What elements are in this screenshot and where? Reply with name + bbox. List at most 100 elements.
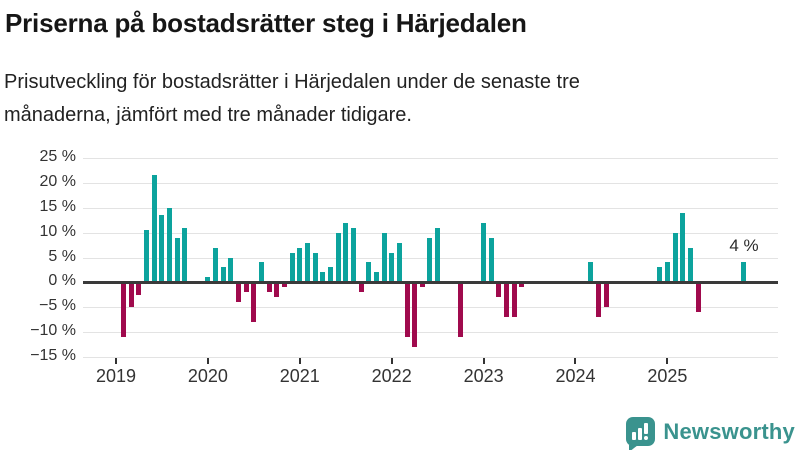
- x-axis-tick: [390, 358, 393, 364]
- y-axis-label: 0 %: [48, 272, 76, 290]
- bar-2024-03: [588, 262, 594, 283]
- y-axis-label: 20 %: [39, 172, 76, 190]
- x-axis-label-2023: 2023: [463, 366, 504, 386]
- bar-2023-04: [504, 282, 510, 318]
- bar-2020-10: [274, 282, 280, 298]
- bar-2019-09: [174, 237, 180, 283]
- bar-2023-05: [511, 282, 517, 318]
- gridline: [83, 307, 778, 309]
- bar-2020-12: [289, 252, 295, 283]
- x-axis-tick: [574, 358, 577, 364]
- x-axis-label-2021: 2021: [279, 366, 320, 386]
- bar-2019-04: [136, 282, 142, 295]
- bar-2024-05: [603, 282, 609, 308]
- y-axis-label: −15 %: [30, 347, 76, 364]
- bar-2021-04: [320, 272, 326, 283]
- x-axis-label-2022: 2022: [371, 366, 412, 386]
- gridline: [83, 207, 778, 209]
- bar-2019-08: [167, 207, 173, 283]
- bar-2022-10: [458, 282, 464, 338]
- gridline: [83, 182, 778, 184]
- chart-subtitle-line-2: månaderna, jämfört med tre månader tidig…: [4, 104, 412, 126]
- x-axis-tick: [115, 358, 117, 364]
- bar-2020-03: [220, 267, 226, 283]
- y-axis-label: 5 %: [48, 247, 76, 265]
- bar-2023-03: [496, 282, 502, 298]
- bar-2020-08: [259, 262, 264, 283]
- logo-exclamation-dot: [644, 436, 649, 440]
- x-axis-label-2020: 2020: [187, 366, 228, 386]
- bar-2020-04: [228, 257, 234, 283]
- bar-2023-06: [519, 282, 525, 288]
- bar-2021-05: [327, 267, 333, 283]
- gridline: [83, 332, 778, 334]
- bar-2021-11: [373, 272, 379, 283]
- logo-bar-short: [632, 432, 637, 440]
- bar-2023-01: [481, 222, 487, 283]
- bar-2021-10: [366, 262, 372, 283]
- bar-2025-01: [664, 262, 670, 283]
- x-axis-zero-line: [83, 280, 778, 284]
- gridline: [83, 158, 778, 159]
- bar-2024-04: [595, 282, 601, 318]
- bar-2022-04: [412, 282, 418, 348]
- y-axis-label: −5 %: [39, 297, 76, 315]
- bar-2021-07: [343, 222, 349, 283]
- bar-2024-12: [657, 267, 663, 283]
- logo-bar-medium: [638, 428, 643, 440]
- chart-subtitle: Prisutveckling för bostadsrätter i Härje…: [4, 66, 580, 132]
- x-axis-tick: [482, 358, 485, 364]
- bar-2019-03: [128, 282, 134, 308]
- gridline: [83, 357, 778, 358]
- bar-2019-02: [121, 282, 127, 338]
- bar-2021-02: [304, 242, 310, 283]
- y-axis-label: 10 %: [39, 222, 76, 240]
- bar-2021-12: [381, 232, 387, 283]
- bar-2025-05: [695, 282, 701, 313]
- bar-2021-01: [297, 247, 303, 283]
- bar-2021-03: [312, 252, 318, 283]
- chart-subtitle-line-1: Prisutveckling för bostadsrätter i Härje…: [4, 71, 580, 93]
- bar-2022-02: [396, 242, 402, 283]
- y-axis-label: 25 %: [39, 148, 76, 165]
- gridline: [83, 232, 778, 234]
- bar-2022-01: [389, 252, 395, 283]
- bar-2023-02: [488, 237, 494, 283]
- plot-area: 4 % 2019 2020 2021 2022 2023 2024 2025: [83, 158, 778, 403]
- bar-2021-06: [335, 232, 341, 283]
- x-axis-label-2024: 2024: [555, 366, 596, 386]
- bar-2019-07: [159, 215, 165, 283]
- y-axis-label: 15 %: [39, 197, 76, 215]
- x-axis-tick: [206, 358, 209, 364]
- bar-2019-10: [182, 227, 188, 283]
- x-axis-label-2019: 2019: [95, 366, 137, 386]
- x-axis-tick: [666, 358, 669, 364]
- bar-2019-05: [144, 230, 150, 283]
- x-axis-label-2025: 2025: [647, 366, 688, 386]
- bar-2020-01: [205, 277, 211, 283]
- logo-exclamation-stem: [644, 423, 649, 434]
- y-axis-label: −10 %: [30, 322, 76, 340]
- brand-name: Newsworthy: [663, 418, 795, 444]
- chart-title: Priserna på bostadsrätter steg i Härjeda…: [5, 8, 527, 38]
- bar-2020-06: [243, 282, 249, 293]
- newsworthy-speech-bubble-bar-chart-icon: [626, 417, 656, 450]
- x-axis-tick: [298, 358, 301, 364]
- bar-2025-02: [672, 232, 678, 283]
- bar-2025-04: [687, 247, 693, 283]
- bar-2022-05: [419, 282, 425, 288]
- bar-2022-07: [435, 227, 441, 283]
- bar-2022-03: [404, 282, 410, 338]
- bar-2020-02: [213, 247, 219, 283]
- newsworthy-logo: Newsworthy: [626, 417, 795, 450]
- bar-2020-07: [251, 282, 257, 323]
- bar-2025-11: [741, 262, 747, 283]
- bar-2020-09: [266, 282, 272, 293]
- bar-2019-06: [151, 175, 157, 283]
- bar-2021-08: [350, 227, 356, 283]
- last-value-annotation: 4 %: [729, 236, 759, 256]
- bar-2025-03: [680, 212, 686, 283]
- bar-2022-06: [427, 237, 433, 283]
- bar-2020-05: [236, 282, 242, 303]
